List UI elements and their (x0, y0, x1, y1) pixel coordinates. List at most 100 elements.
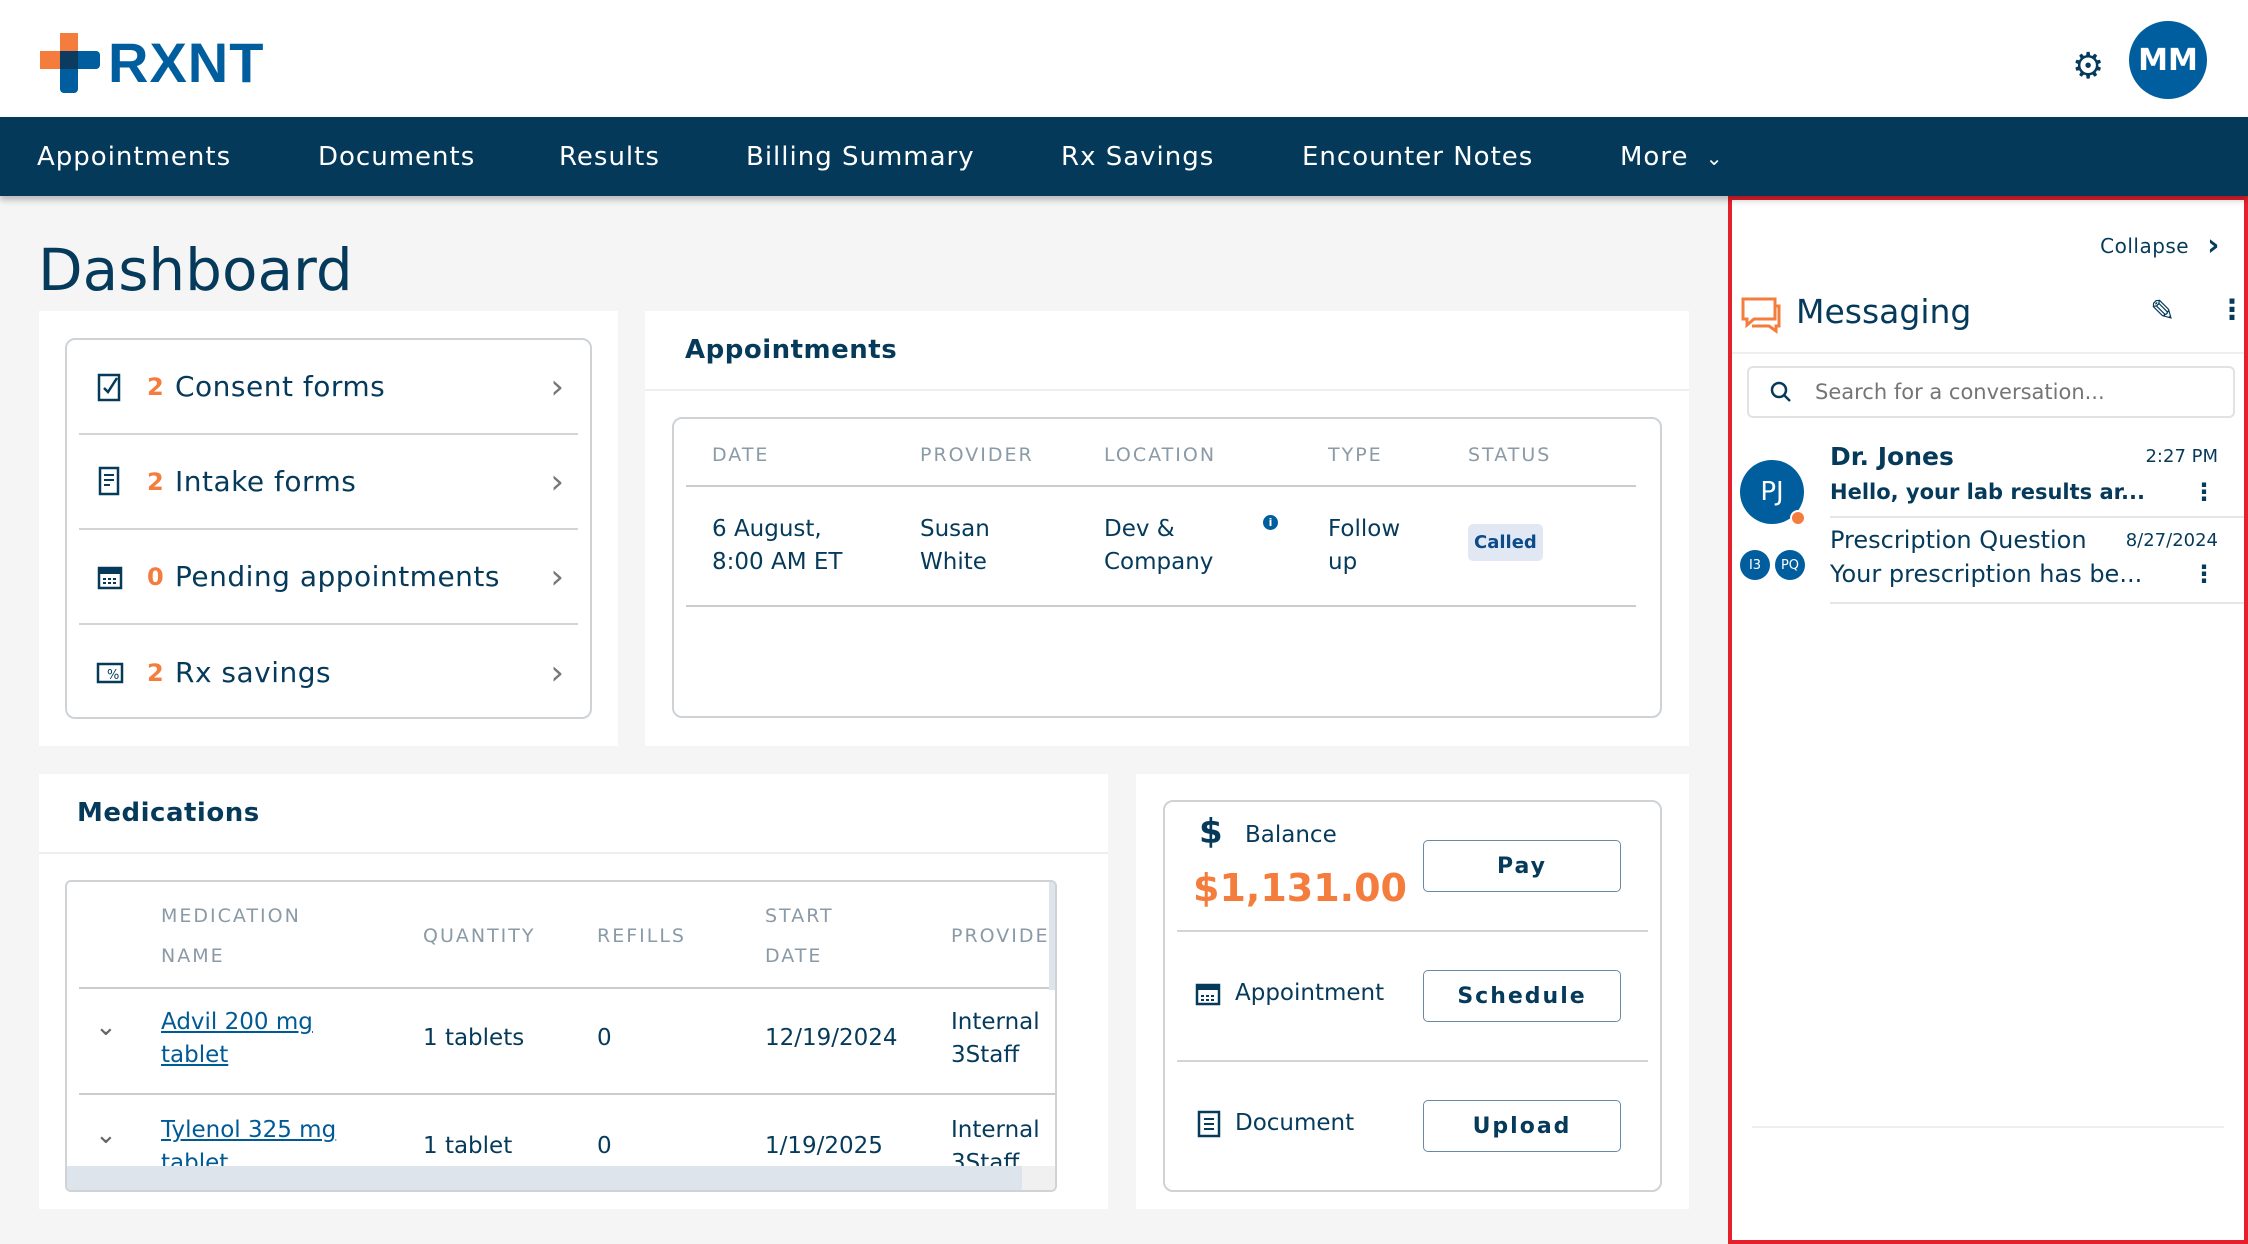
divider (1177, 1060, 1648, 1062)
header-divider (686, 485, 1636, 487)
appt-provider: Susan White (920, 513, 990, 579)
col-quantity: QUANTITY (423, 925, 536, 947)
schedule-button[interactable]: Schedule (1423, 970, 1621, 1022)
location-line: Company (1104, 549, 1214, 575)
quick-link-consent-forms[interactable]: 2 Consent forms › (79, 340, 578, 435)
conversation-options-icon[interactable]: ⋮ (2192, 478, 2216, 506)
count: 0 (147, 562, 164, 591)
name-line: tablet (161, 1042, 229, 1068)
appointments-title: Appointments (685, 335, 898, 365)
col-start-date: START DATE (765, 896, 834, 976)
chevron-right-icon: › (550, 461, 564, 502)
conversation-search[interactable] (1747, 366, 2235, 418)
provider-line: Internal (951, 1117, 1040, 1143)
page-title: Dashboard (38, 236, 353, 304)
col-provider: PROVIDER (951, 925, 1057, 947)
label: Consent forms (175, 370, 386, 403)
document-icon (1197, 1110, 1221, 1142)
conversation-options-icon[interactable]: ⋮ (2192, 560, 2216, 588)
name-line: Tylenol 325 mg (161, 1117, 337, 1143)
quick-link-rx-savings[interactable]: % 2 Rx savings › (79, 625, 578, 720)
more-options-icon[interactable]: ⋮ (2218, 293, 2246, 326)
expand-row-chevron-icon[interactable]: ⌄ (95, 1012, 117, 1042)
divider (1830, 602, 2244, 604)
coupon-icon: % (93, 662, 127, 684)
logo-text: RXNT (108, 31, 265, 94)
search-icon (1770, 381, 1791, 402)
header-divider (79, 987, 1055, 989)
unread-dot (1790, 510, 1806, 526)
nav-documents[interactable]: Documents (318, 141, 476, 172)
calendar-icon (93, 564, 127, 590)
nav-results[interactable]: Results (559, 141, 660, 172)
divider (39, 852, 1108, 854)
refills: 0 (597, 1133, 612, 1159)
provider-line: Internal (951, 1009, 1040, 1035)
time-line: 8:00 AM ET (712, 549, 843, 575)
medication-name-link[interactable]: Advil 200 mg tablet (161, 1006, 313, 1072)
quick-link-pending-appointments[interactable]: 0 Pending appointments › (79, 530, 578, 625)
user-avatar[interactable]: MM (2129, 21, 2207, 99)
nav-encounter-notes[interactable]: Encounter Notes (1302, 141, 1534, 172)
provider-line: White (920, 549, 987, 575)
row-divider (79, 1093, 1055, 1095)
avatar-initials: PJ (1760, 477, 1784, 507)
label: Pending appointments (175, 560, 500, 593)
info-icon[interactable]: i (1263, 515, 1278, 530)
top-header: RXNT ⚙ MM (0, 0, 2248, 117)
col-refills: REFILLS (597, 925, 686, 947)
appointments-table: DATE PROVIDER LOCATION TYPE STATUS 6 Aug… (672, 417, 1662, 718)
pay-button[interactable]: Pay (1423, 840, 1621, 892)
scrollbar-thumb[interactable] (67, 1166, 1022, 1190)
status-badge: Called (1468, 524, 1543, 561)
avatar-initials: I3 (1748, 557, 1762, 573)
expand-row-chevron-icon[interactable]: ⌄ (95, 1120, 117, 1150)
chevron-right-icon: › (550, 556, 564, 597)
date-line: 6 August, (712, 516, 822, 542)
avatar-initials: PQ (1780, 557, 1800, 573)
main-nav: Appointments Documents Results Billing S… (0, 117, 2248, 196)
nav-billing-summary[interactable]: Billing Summary (746, 141, 975, 172)
conversation-name: Prescription Question (1830, 526, 2087, 554)
chat-bubbles-icon (1740, 296, 1782, 340)
divider (1732, 352, 2244, 354)
divider (645, 389, 1689, 391)
count: 2 (147, 467, 164, 496)
dollar-icon: $ (1199, 812, 1223, 852)
collapse-button[interactable]: Collapse › (2100, 228, 2220, 263)
svg-text:%: % (107, 668, 119, 683)
nav-rx-savings[interactable]: Rx Savings (1061, 141, 1215, 172)
quick-link-intake-forms[interactable]: 2 Intake forms › (79, 435, 578, 530)
conversation-item[interactable]: PJ Dr. Jones 2:27 PM Hello, your lab res… (1732, 440, 2244, 558)
col-type: TYPE (1328, 444, 1383, 466)
horizontal-scrollbar[interactable] (67, 1166, 1055, 1190)
col-date: DATE (712, 444, 770, 466)
divider (1177, 930, 1648, 932)
appt-location: Dev & Company (1104, 513, 1213, 579)
refills: 0 (597, 1025, 612, 1051)
nav-more[interactable]: More ⌄ (1620, 142, 1724, 172)
upload-button[interactable]: Upload (1423, 1100, 1621, 1152)
label: Intake forms (175, 465, 357, 498)
start-date: 12/19/2024 (765, 1025, 898, 1051)
quantity: 1 tablets (423, 1025, 525, 1051)
col-provider: PROVIDER (920, 444, 1034, 466)
conversation-item[interactable]: I3 PQ Prescription Question 8/27/2024 Yo… (1732, 526, 2244, 606)
nav-appointments[interactable]: Appointments (37, 141, 232, 172)
type-line: Follow (1328, 516, 1401, 542)
chevron-right-icon: › (550, 366, 564, 407)
conversation-time: 2:27 PM (2145, 446, 2218, 467)
vertical-scrollbar[interactable] (1049, 882, 1055, 990)
messaging-panel: Collapse › Messaging ✎ ⋮ PJ Dr. Jones 2:… (1728, 196, 2248, 1244)
rxnt-logo[interactable]: RXNT (40, 30, 264, 95)
new-message-pencil-icon[interactable]: ✎ (2150, 294, 2176, 329)
name-line: Advil 200 mg (161, 1009, 313, 1035)
search-input[interactable] (1815, 380, 2215, 404)
provider-line: Susan (920, 516, 990, 542)
settings-gear-icon[interactable]: ⚙ (2072, 46, 2105, 87)
quick-links-list: 2 Consent forms › 2 Intake forms › 0 Pen… (65, 338, 592, 719)
conversation-preview: Hello, your lab results ar... (1830, 480, 2145, 504)
start-date: 1/19/2025 (765, 1133, 883, 1159)
divider (1752, 1126, 2224, 1128)
col-label: NAME (161, 945, 225, 967)
